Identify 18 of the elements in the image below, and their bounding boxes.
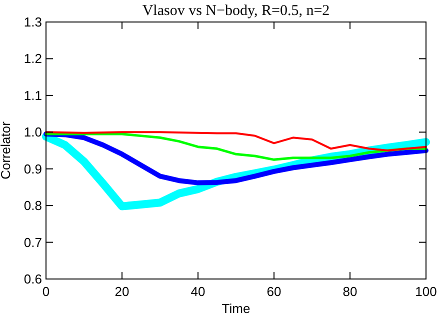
x-tick-label: 0	[42, 284, 50, 299]
y-axis-title: Correlator	[0, 120, 13, 180]
y-tick-label: 1.1	[24, 88, 42, 103]
chart-title: Vlasov vs N−body, R=0.5, n=2	[142, 3, 330, 19]
y-tick-label: 1.3	[24, 14, 42, 30]
y-tick-label: 1.0	[24, 124, 42, 140]
x-tick-label: 100	[415, 284, 437, 299]
y-tick-label: 0.7	[24, 234, 42, 250]
x-tick-label: 40	[190, 284, 206, 299]
x-tick-label: 80	[342, 284, 358, 299]
line-series	[45, 131, 427, 152]
y-tick-label: 0.6	[24, 272, 42, 286]
x-tick-label: 60	[266, 284, 282, 299]
x-axis-title: Time	[222, 301, 250, 316]
y-tick-label: 1.2	[24, 51, 42, 66]
x-tick-label: 20	[114, 284, 130, 299]
y-tick-label: 0.9	[24, 161, 42, 176]
y-tick-label: 0.8	[24, 198, 42, 214]
